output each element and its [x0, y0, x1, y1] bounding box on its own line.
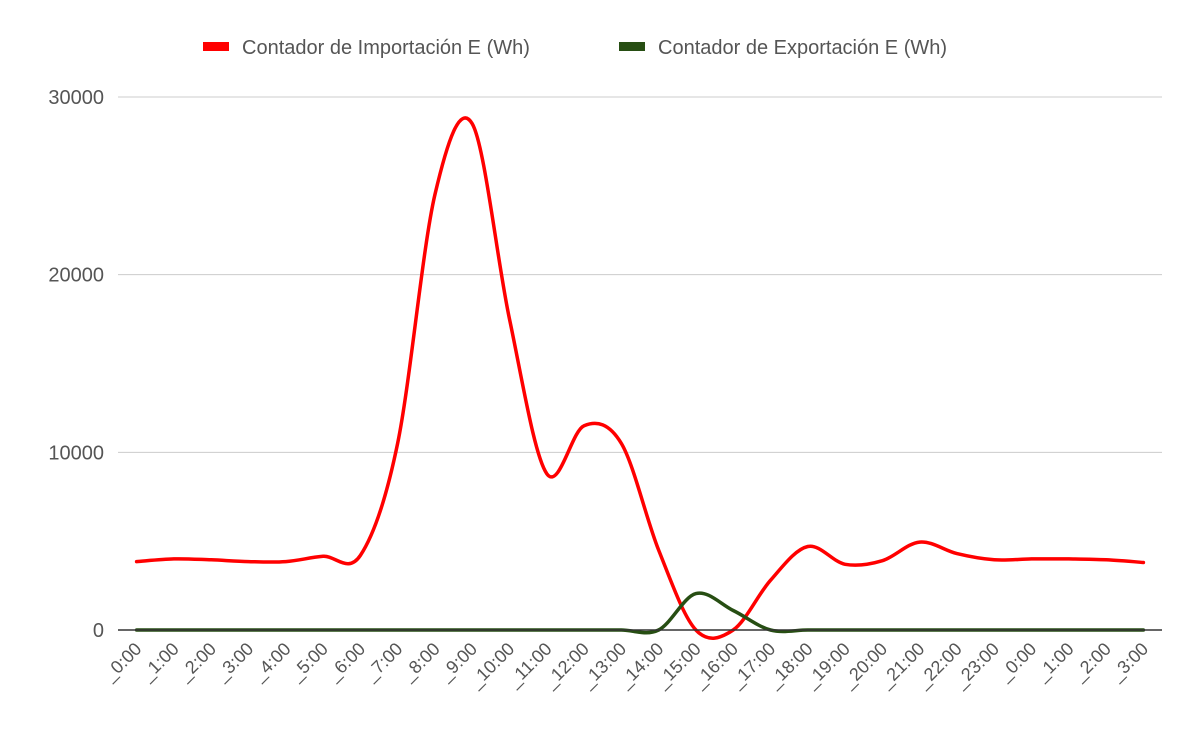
x-tick-label: _2:00: [173, 639, 220, 686]
x-tick-label: _2:00: [1068, 639, 1115, 686]
legend-label-import: Contador de Importación E (Wh): [242, 37, 530, 59]
series-line-1: [134, 591, 1146, 635]
y-tick-label: 30000: [48, 87, 104, 109]
x-tick-label: _0:00: [994, 639, 1041, 686]
legend-swatch-export: [619, 42, 645, 51]
y-axis-tick-labels: 0 10000 20000 30000: [48, 87, 104, 642]
series-lines: [134, 116, 1146, 640]
x-tick-label: _6:00: [322, 639, 369, 686]
legend-label-export: Contador de Exportación E (Wh): [658, 37, 947, 59]
x-tick-label: _3:00: [211, 639, 258, 686]
y-tick-label: 0: [93, 620, 104, 642]
legend-swatch-import: [203, 42, 229, 51]
series-line-0: [134, 116, 1146, 640]
x-tick-label: _0:00: [99, 639, 146, 686]
y-tick-label: 20000: [48, 265, 104, 287]
x-tick-label: _1:00: [1031, 639, 1078, 686]
x-axis-tick-labels: _0:00_1:00_2:00_3:00_4:00_5:00_6:00_7:00…: [99, 639, 1153, 693]
gridlines: [118, 96, 1162, 453]
legend: Contador de Importación E (Wh) Contador …: [203, 37, 947, 59]
x-tick-label: _4:00: [248, 639, 295, 686]
y-tick-label: 10000: [48, 442, 104, 464]
x-tick-label: _5:00: [285, 639, 332, 686]
x-tick-label: _8:00: [397, 639, 444, 686]
x-tick-label: _7:00: [360, 639, 407, 686]
x-tick-label: _3:00: [1105, 639, 1152, 686]
x-tick-label: _1:00: [136, 639, 183, 686]
